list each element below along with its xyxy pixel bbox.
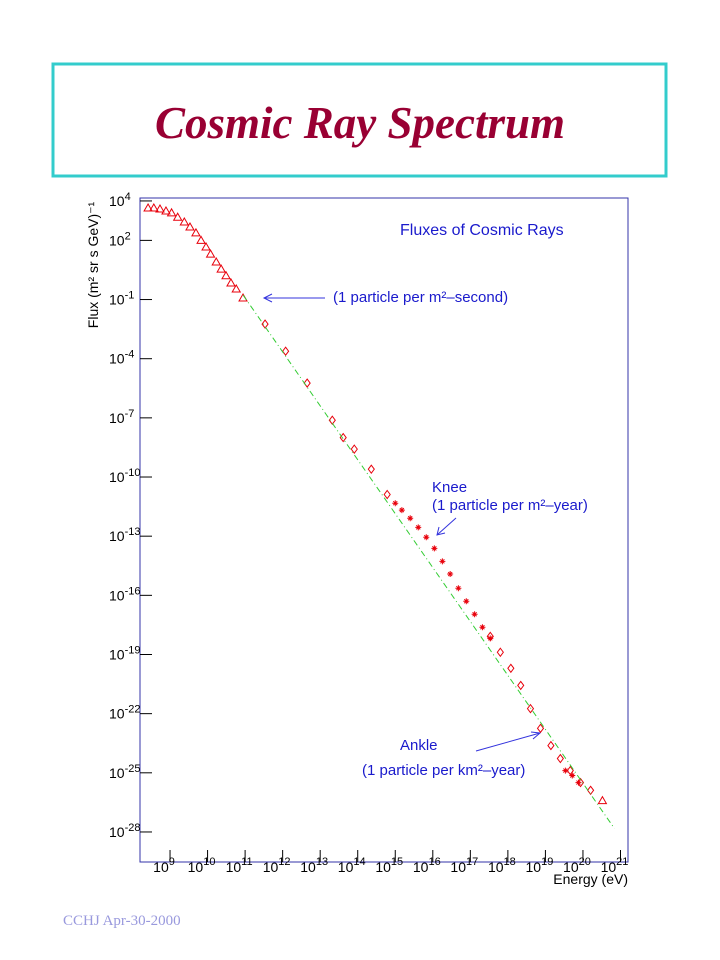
diamond-marker	[566, 765, 574, 776]
plot-frame	[139, 197, 629, 863]
y-tick-label: 102	[109, 230, 131, 248]
y-axis-label: Flux (m² sr s GeV)⁻¹	[85, 201, 101, 328]
annotation: (1 particle per m²–year)	[432, 497, 588, 514]
diamond-marker	[328, 415, 336, 426]
star-marker	[455, 585, 462, 592]
x-tick-label: 1020	[563, 856, 591, 875]
triangle-marker	[191, 227, 201, 237]
triangle-marker	[196, 235, 206, 244]
triangle-marker	[172, 212, 183, 221]
diamond-marker	[547, 740, 555, 751]
triangle-marker	[221, 270, 231, 280]
arrow	[436, 517, 457, 536]
y-tick-label: 10-28	[109, 822, 140, 840]
star-marker	[439, 558, 446, 565]
star-marker	[562, 767, 569, 774]
x-tick-label: 1012	[263, 856, 291, 875]
diamond-marker	[507, 663, 515, 674]
triangle-marker	[597, 795, 608, 805]
diamond-marker	[536, 723, 545, 734]
star-marker	[415, 524, 422, 531]
diamond-marker	[496, 647, 504, 658]
arrow-head	[436, 526, 446, 536]
diamond-marker	[526, 703, 535, 714]
star-marker	[423, 534, 430, 541]
arrow-head	[262, 293, 273, 303]
diamond-marker	[281, 346, 290, 357]
diamond-marker	[350, 444, 358, 454]
y-tick-label: 10-19	[109, 644, 140, 662]
star-marker	[487, 635, 494, 642]
annotation: Knee	[432, 479, 467, 496]
triangle-marker	[161, 205, 171, 215]
y-tick-label: 10-1	[109, 290, 134, 308]
triangle-marker	[166, 207, 177, 217]
fit-line	[242, 294, 615, 829]
y-tick-label: 10-22	[109, 704, 140, 722]
star-marker	[447, 571, 454, 578]
y-tick-label: 10-13	[109, 526, 140, 544]
triangle-marker	[226, 277, 236, 287]
x-tick-label: 1013	[300, 856, 328, 875]
x-tick-label: 1011	[226, 856, 253, 875]
diamond-marker	[367, 464, 375, 475]
arrow	[475, 732, 541, 752]
chart-title: Cosmic Ray Spectrum	[155, 98, 565, 148]
star-marker	[479, 624, 486, 631]
y-tick-label: 10-7	[109, 408, 134, 426]
x-tick-label: 1021	[601, 856, 629, 875]
star-marker	[398, 507, 405, 514]
y-tick-label: 10-10	[109, 467, 140, 485]
triangle-marker	[211, 257, 222, 266]
star-marker	[431, 545, 438, 552]
triangle-marker	[143, 202, 153, 212]
annotation: (1 particle per km²–year)	[362, 762, 525, 779]
star-marker	[471, 611, 478, 618]
diamond-marker	[383, 489, 391, 500]
diamond-marker	[556, 753, 564, 764]
triangle-marker	[155, 203, 165, 213]
triangle-marker	[205, 249, 216, 258]
diamond-marker	[517, 680, 525, 691]
diamond-marker	[261, 319, 269, 329]
arrow-head	[530, 731, 542, 740]
star-marker	[392, 500, 399, 507]
x-tick-label: 1016	[413, 856, 441, 875]
triangle-marker	[201, 242, 211, 251]
triangle-marker	[231, 284, 242, 293]
annotation: (1 particle per m²–second)	[333, 289, 508, 306]
title-box	[51, 62, 668, 178]
x-tick-label: 109	[153, 856, 175, 875]
triangle-marker	[185, 221, 195, 231]
x-tick-label: 1014	[338, 856, 366, 875]
y-tick-label: 10-25	[109, 763, 140, 781]
y-tick-label: 10-16	[109, 585, 140, 603]
triangle-marker	[148, 202, 159, 212]
star-marker	[407, 515, 414, 522]
y-tick-label: 10-4	[109, 349, 134, 367]
star-marker	[575, 779, 582, 786]
x-tick-label: 1019	[526, 856, 554, 875]
x-tick-label: 1015	[375, 856, 403, 875]
star-marker	[463, 598, 470, 605]
diamond-marker	[303, 378, 311, 388]
triangle-marker	[179, 216, 190, 226]
x-axis-label: Energy (eV)	[553, 871, 628, 887]
x-tick-label: 1010	[188, 856, 216, 875]
annotation: Ankle	[400, 737, 438, 754]
x-tick-label: 1018	[488, 856, 516, 875]
diamond-marker	[586, 785, 595, 796]
legend-title: Fluxes of Cosmic Rays	[400, 222, 564, 239]
footer: CCHJ Apr-30-2000	[63, 913, 181, 929]
triangle-marker	[216, 264, 227, 273]
star-marker	[569, 772, 576, 779]
y-tick-label: 104	[109, 191, 131, 209]
arrows	[262, 293, 542, 752]
x-tick-label: 1017	[450, 856, 478, 875]
diamond-marker	[339, 432, 347, 443]
